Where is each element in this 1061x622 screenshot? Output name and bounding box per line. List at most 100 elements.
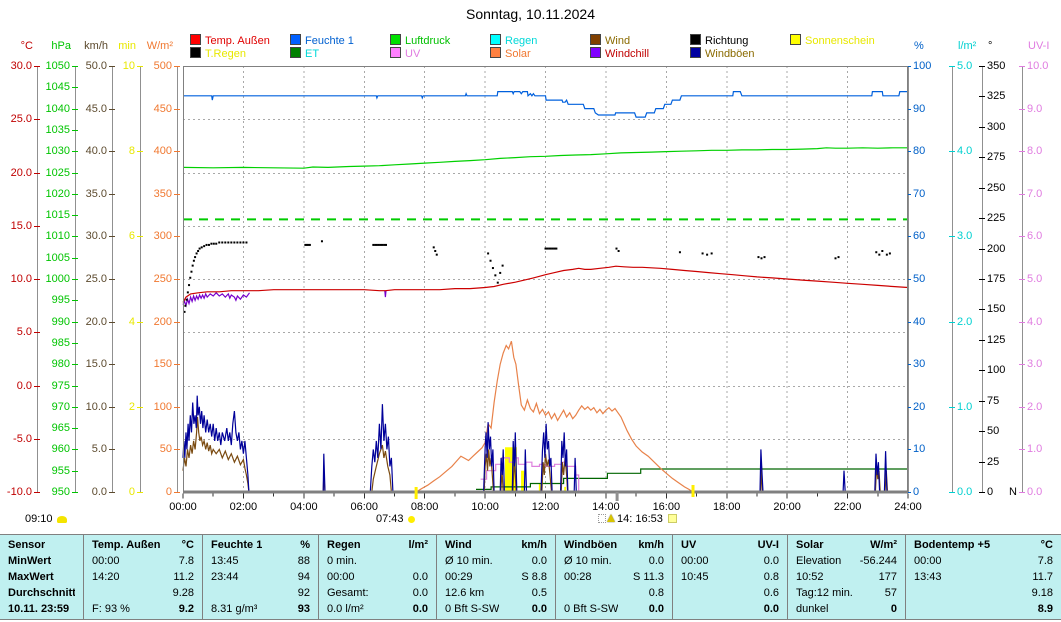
plot-area [182,66,909,501]
axis-tick-label: 1035 [45,123,70,136]
axis-tick [72,87,78,89]
sunshine-bar [505,447,517,492]
table-row: 12.6 km 0.5 [437,585,555,601]
legend-label: Wind [605,35,631,47]
series-Wind [512,462,517,493]
legend-item: Sonnenschein [790,34,875,47]
table-row: 13:43 11.7 [906,569,1061,585]
axis-tick-label: 960 [51,443,70,456]
axis-tick-label: 8 [128,145,135,158]
group-unit: UV-I [757,539,779,551]
table-row: 8.9 [906,601,1061,617]
cell-value: 9.2 [178,603,194,615]
x-axis-tick-label: 24:00 [894,501,922,513]
axis-tick [109,193,115,195]
axis-tick [949,66,955,67]
axis-tick-label: 1040 [45,102,70,115]
axis-tick-label: 50.0 [85,60,107,72]
table-group-header: Wind km/h [437,537,555,553]
axis-tick [979,187,985,189]
axis-tick [174,193,180,195]
axis-tick [137,66,143,67]
direction-dot [551,247,554,250]
axis-unit-label: % [914,40,924,52]
legend-item: ET [290,47,319,60]
table-row: 0.6 [673,585,787,601]
table-row: dunkel 0 [788,601,905,617]
table-row: Ø 10 min. 0.0 [437,553,555,569]
axis-tick-label: 300 [153,230,172,243]
group-unit: °C [181,539,194,551]
axis-tick-label: 100 [987,364,1006,377]
axis-tick-label: 20.0 [10,166,32,179]
direction-dot [227,241,230,244]
axis-tick-label: 50 [159,443,172,456]
axis-tick [979,248,985,250]
axis-tick [174,406,180,408]
direction-dot [491,267,494,270]
axis-tick-label: 4.0 [1027,315,1043,328]
cell-value: 0.0 [412,587,428,599]
table-group-wind: Wind km/h Ø 10 min. 0.0 00:29 S 8.8 12.6 km 0.5… [436,535,555,619]
cell-value: 0.0 [531,603,547,615]
axis-tick-label: 350 [153,187,172,200]
axis-unit-label: ° [988,40,993,52]
direction-dot [678,251,681,254]
direction-dot [305,243,308,246]
axis-tick [174,364,180,366]
table-row: 0 Bft S-SW 0.0 [556,601,672,617]
axis-tick [109,279,115,280]
legend-swatch [690,34,701,45]
axis-tick [1019,193,1025,195]
table-group-header: Feuchte 1% [203,537,318,553]
axis-tick [174,492,180,493]
axis-tick-label: 7.0 [1027,187,1043,200]
axis-tick [72,492,78,493]
axis-tick-label: 350 [987,60,1006,72]
group-name: Feuchte 1 [211,539,263,551]
direction-dot [706,253,709,256]
direction-dot [763,256,766,259]
group-name: Bodentemp +5 [914,539,991,551]
cell-label: 00:00 [914,555,942,567]
axis-tick-label: 970 [51,400,70,413]
table-row: 00:00 0.0 [319,569,436,585]
legend-swatch [390,47,401,58]
axis-tick [109,492,115,493]
legend-item: Regen [490,34,537,47]
legend-item: Solar [490,47,531,60]
cell-label: Elevation [796,555,842,567]
cell-label: 00:29 [445,571,473,583]
cell-label: 14:20 [92,571,120,583]
axis-tick-label: 0.0 [957,486,973,498]
series-Wind [182,416,250,493]
direction-dot [379,243,382,246]
axis-tick-label: 5.0 [91,443,107,456]
series-Windböen [883,451,888,493]
table-group-solar: Solar W/m² Elevation -56.244 10:52 177 Tag:12 … [787,535,905,619]
cell-label: 13:43 [914,571,942,583]
direction-dot [881,250,884,253]
axis-tick [1019,66,1025,67]
axis-tick-label: 150 [987,303,1006,316]
group-unit: km/h [521,539,547,551]
direction-dot [198,247,201,250]
axis-tick [109,108,115,110]
row-label-text: Sensor [8,539,46,551]
axis-tick [137,151,143,153]
legend-swatch [190,34,201,45]
table-group-windb-en: Windböen km/h Ø 10 min. 0.0 00:28 S 11.3 0.8 0 … [555,535,672,619]
direction-dot [888,252,891,255]
x-axis-tick-label: 16:00 [652,501,681,513]
series-Solar [415,340,694,493]
cell-label: 12.6 km [445,587,485,599]
direction-dot [245,241,248,244]
axis-unit-label: min [118,40,136,52]
legend-swatch [190,47,201,58]
row-label-text: MinWert [8,555,52,567]
axis-tick-label: 980 [51,358,70,371]
series-Windböen [483,422,495,493]
axis-tick [34,66,40,67]
axis-tick-label: 2 [128,400,135,413]
table-group-header: Regen l/m² [319,537,436,553]
